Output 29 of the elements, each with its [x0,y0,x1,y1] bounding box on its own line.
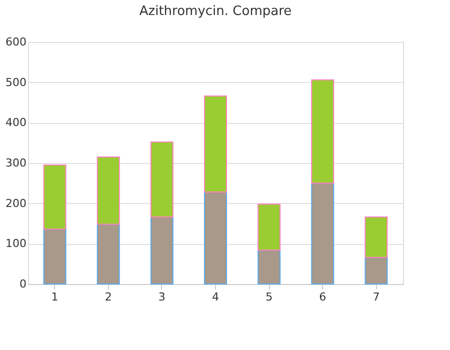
x-tick-label: 4 [212,290,219,304]
y-tick-label: 600 [6,36,26,48]
y-tick-label: 100 [6,237,26,250]
bar [96,224,120,284]
x-tick-label: 5 [266,290,273,304]
bar [96,156,120,225]
bar [150,216,174,284]
x-tick-label: 1 [51,290,58,304]
bar [43,228,66,284]
bar [311,182,334,284]
y-tick-label: 500 [6,76,26,89]
bar [364,256,388,284]
y-tick-label: 400 [6,116,26,130]
bar [150,142,174,218]
y-tick-label: 300 [6,156,26,170]
bar [311,79,334,184]
bar [258,250,281,284]
chart-title: Azithromycin. Compare [139,4,292,19]
bar [364,216,388,258]
x-tick-label: 6 [319,290,326,304]
bar [258,204,281,251]
y-tick-label: 200 [6,196,26,210]
y-tick-label: 0 [20,278,26,290]
x-tick-label: 3 [158,290,166,304]
x-tick-label: 7 [372,290,380,304]
bar [43,164,66,230]
bar [204,96,227,193]
bar [204,192,227,284]
x-tick-label: 2 [104,290,112,304]
